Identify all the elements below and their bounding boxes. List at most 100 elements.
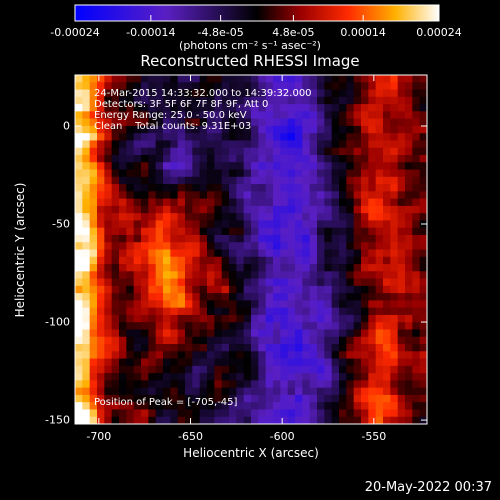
heatmap-cell: [258, 416, 267, 424]
heatmap-cell: [368, 96, 377, 105]
heatmap-cell: [390, 104, 399, 112]
heatmap-cell: [177, 89, 186, 98]
heatmap-cell: [236, 220, 245, 229]
heatmap-cell: [251, 293, 259, 301]
heatmap-cell: [309, 162, 318, 171]
heatmap-cell: [302, 351, 311, 360]
heatmap-cell: [119, 82, 127, 91]
heatmap-cell: [75, 111, 83, 120]
heatmap-cell: [221, 125, 230, 134]
heatmap-cell: [309, 125, 318, 134]
heatmap-cell: [236, 314, 245, 323]
heatmap-cell: [353, 162, 362, 171]
heatmap-cell: [75, 82, 83, 91]
heatmap-cell: [236, 358, 245, 367]
heatmap-cell: [89, 169, 98, 178]
heatmap-cell: [390, 169, 399, 178]
heatmap-cell: [163, 133, 171, 142]
heatmap-cell: [324, 256, 333, 265]
heatmap-cell: [390, 402, 399, 411]
heatmap-cell: [390, 242, 399, 251]
heatmap-cell: [353, 293, 362, 301]
heatmap-cell: [273, 176, 281, 185]
heatmap-cell: [390, 176, 399, 185]
heatmap-cell: [397, 96, 406, 105]
heatmap-cell: [324, 336, 333, 345]
heatmap-cell: [309, 133, 318, 142]
heatmap-cell: [265, 133, 274, 142]
heatmap-cell: [170, 285, 179, 294]
heatmap-cell: [280, 358, 289, 367]
heatmap-cell: [317, 191, 325, 200]
heatmap-cell: [397, 227, 406, 236]
heatmap-cell: [141, 293, 149, 301]
heatmap-cell: [346, 198, 355, 207]
heatmap-cell: [199, 394, 208, 403]
heatmap-cell: [353, 191, 362, 200]
heatmap-cell: [361, 147, 369, 156]
heatmap-cell: [148, 162, 157, 171]
heatmap-cell: [405, 227, 413, 236]
heatmap-cell: [148, 365, 157, 374]
heatmap-cell: [199, 234, 208, 243]
heatmap-cell: [111, 227, 120, 236]
heatmap-cell: [155, 75, 164, 83]
heatmap-cell: [199, 358, 208, 367]
heatmap-cell: [155, 264, 164, 272]
heatmap-cell: [148, 111, 157, 120]
heatmap-cell: [82, 307, 91, 316]
heatmap-cell: [265, 111, 274, 120]
heatmap-cell: [75, 213, 83, 222]
heatmap-cell: [170, 300, 179, 309]
heatmap-cell: [412, 271, 421, 280]
heatmap-cell: [221, 205, 230, 214]
heatmap-cell: [170, 191, 179, 200]
heatmap-cell: [177, 416, 186, 424]
heatmap-cell: [295, 264, 303, 272]
heatmap-cell: [258, 373, 267, 381]
heatmap-cell: [148, 75, 157, 83]
heatmap-cell: [126, 394, 135, 403]
heatmap-cell: [89, 293, 98, 301]
heatmap-cell: [119, 336, 127, 345]
heatmap-cell: [390, 249, 399, 258]
heatmap-cell: [346, 249, 355, 258]
heatmap-cell: [302, 75, 311, 83]
heatmap-cell: [324, 205, 333, 214]
heatmap-cell: [317, 380, 325, 389]
heatmap-cell: [324, 133, 333, 142]
heatmap-cell: [229, 409, 237, 418]
heatmap-cell: [287, 205, 296, 214]
heatmap-cell: [214, 387, 223, 396]
heatmap-cell: [265, 147, 274, 156]
heatmap-cell: [141, 336, 149, 345]
heatmap-cell: [383, 220, 391, 229]
heatmap-cell: [133, 329, 142, 338]
heatmap-cell: [383, 176, 391, 185]
heatmap-cell: [126, 104, 135, 112]
heatmap-cell: [199, 184, 208, 192]
heatmap-cell: [75, 373, 83, 381]
heatmap-cell: [295, 118, 303, 127]
heatmap-cell: [170, 365, 179, 374]
heatmap-cell: [89, 133, 98, 142]
heatmap-cell: [419, 249, 427, 258]
heatmap-cell: [324, 307, 333, 316]
heatmap-cell: [141, 75, 149, 83]
heatmap-cell: [199, 300, 208, 309]
heatmap-cell: [258, 380, 267, 389]
heatmap-cell: [207, 205, 215, 214]
heatmap-cell: [148, 205, 157, 214]
heatmap-cell: [405, 205, 413, 214]
heatmap-cell: [405, 154, 413, 163]
heatmap-cell: [104, 198, 113, 207]
heatmap-cell: [177, 198, 186, 207]
heatmap-cell: [185, 234, 193, 243]
heatmap-cell: [383, 118, 391, 127]
heatmap-cell: [82, 394, 91, 403]
heatmap-cell: [317, 75, 325, 83]
heatmap-cell: [192, 416, 201, 424]
heatmap-cell: [155, 147, 164, 156]
heatmap-cell: [185, 329, 193, 338]
heatmap-cell: [258, 154, 267, 163]
